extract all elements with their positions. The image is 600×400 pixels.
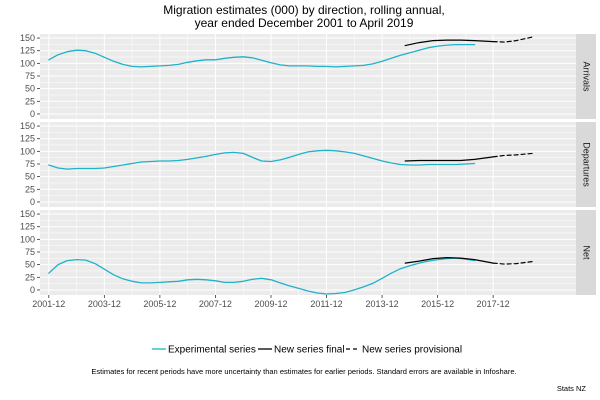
y-tick-label: 100 [20, 58, 35, 68]
legend-label: New series provisional [362, 345, 462, 356]
chart-footnote: Estimates for recent periods have more u… [91, 367, 516, 376]
series-line-provisional [492, 36, 533, 43]
panel-label-arrivals: Arrivals [582, 61, 592, 92]
panel-net: 0 25 50 75 100 125 150 Net [20, 209, 596, 295]
series-line-final [404, 39, 494, 47]
legend-label: Experimental series [168, 345, 256, 356]
panel-strip [576, 210, 596, 295]
panel-strip [576, 34, 596, 119]
y-tick-label: 0 [30, 197, 35, 207]
panel-departures: 0 25 50 75 100 125 150 Departures [20, 121, 596, 207]
panel-strip [576, 122, 596, 207]
y-tick-label: 25 [25, 96, 35, 106]
y-tick-label: 50 [25, 84, 35, 94]
y-tick-label: 50 [25, 260, 35, 270]
y-tick-label: 150 [20, 209, 35, 219]
y-tick-label: 0 [30, 109, 35, 119]
y-tick-label: 25 [25, 272, 35, 282]
legend-label: New series final [274, 345, 345, 356]
x-tick-label: 2005-12 [143, 299, 176, 309]
y-tick-label: 125 [20, 46, 35, 56]
chart-title-line-1: Migration estimates (000) by direction, … [163, 3, 444, 17]
legend-item-final: New series final [258, 345, 345, 356]
panel-background [40, 210, 576, 295]
y-tick-label: 75 [25, 159, 35, 169]
x-tick-label: 2017-12 [477, 299, 510, 309]
y-tick-label: 75 [25, 247, 35, 257]
x-tick-label: 2001-12 [32, 299, 65, 309]
x-tick-label: 2011-12 [310, 299, 342, 309]
series-line-final [404, 257, 494, 264]
panel-label-net: Net [582, 245, 592, 260]
series-line-provisional [492, 152, 533, 158]
y-tick-label: 0 [30, 285, 35, 295]
y-tick-label: 50 [25, 172, 35, 182]
y-tick-label: 75 [25, 71, 35, 81]
panel-arrivals: 0 25 50 75 100 125 150 Arrivals [20, 33, 596, 119]
y-tick-label: 150 [20, 33, 35, 43]
y-tick-label: 100 [20, 146, 35, 156]
x-tick-label: 2015-12 [421, 299, 454, 309]
source-label: Stats NZ [557, 384, 587, 393]
x-tick-label: 2003-12 [88, 299, 121, 309]
panel-label-departures: Departures [582, 142, 592, 187]
x-axis: 2001-12 2003-12 2005-12 2007-12 2009-12 2011-… [32, 295, 510, 309]
y-tick-label: 125 [20, 134, 35, 144]
series-line-experimental [48, 43, 476, 68]
x-tick-label: 2007-12 [199, 299, 232, 309]
panel-background [40, 34, 576, 119]
legend-item-provisional: New series provisional [346, 345, 462, 356]
panel-background [40, 122, 576, 207]
x-tick-label: 2013-12 [366, 299, 399, 309]
legend-item-experimental: Experimental series [152, 345, 256, 356]
series-line-provisional [492, 261, 533, 265]
y-tick-label: 125 [20, 222, 35, 232]
series-line-final [404, 156, 494, 162]
series-line-experimental [48, 149, 476, 170]
y-tick-label: 150 [20, 121, 35, 131]
y-tick-label: 100 [20, 234, 35, 244]
y-tick-label: 25 [25, 184, 35, 194]
chart-title-line-2: year ended December 2001 to April 2019 [195, 16, 414, 30]
chart-panels: 0 25 50 75 100 125 150 Arrivals 0 25 50 75 100 125 150… [20, 33, 596, 295]
series-line-experimental [48, 257, 476, 295]
x-tick-label: 2009-12 [254, 299, 287, 309]
chart-legend: Experimental series New series final New s… [152, 345, 462, 356]
